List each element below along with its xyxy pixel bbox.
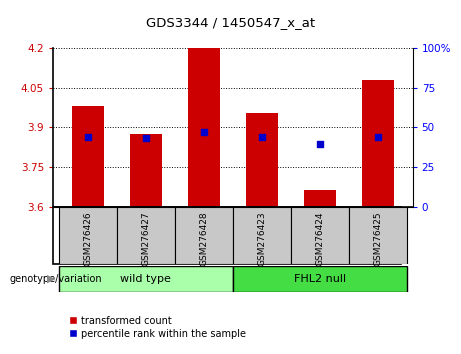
Point xyxy=(84,134,91,139)
Text: genotype/variation: genotype/variation xyxy=(9,274,102,284)
Bar xyxy=(175,207,233,264)
Text: GSM276424: GSM276424 xyxy=(315,212,324,266)
Bar xyxy=(362,80,394,207)
Bar xyxy=(349,207,407,264)
Bar xyxy=(233,266,407,292)
Text: FHL2 null: FHL2 null xyxy=(294,274,346,284)
Text: GSM276427: GSM276427 xyxy=(142,212,150,266)
Text: wild type: wild type xyxy=(120,274,171,284)
Point xyxy=(142,135,149,141)
Text: GSM276428: GSM276428 xyxy=(199,212,208,266)
Point xyxy=(316,142,324,147)
Point xyxy=(200,130,207,135)
Text: GSM276425: GSM276425 xyxy=(373,212,382,266)
Bar xyxy=(233,207,291,264)
Bar xyxy=(246,113,278,207)
Point xyxy=(374,134,382,139)
Legend: transformed count, percentile rank within the sample: transformed count, percentile rank withi… xyxy=(70,316,246,338)
Bar xyxy=(130,134,162,207)
Point xyxy=(258,134,266,139)
Bar xyxy=(188,48,220,207)
Text: GDS3344 / 1450547_x_at: GDS3344 / 1450547_x_at xyxy=(146,16,315,29)
Bar xyxy=(59,266,233,292)
Bar xyxy=(304,190,336,207)
Bar xyxy=(72,106,104,207)
Text: GSM276423: GSM276423 xyxy=(257,212,266,266)
Bar xyxy=(59,207,117,264)
Text: GSM276426: GSM276426 xyxy=(83,212,92,266)
Text: ▶: ▶ xyxy=(47,274,56,284)
Bar xyxy=(117,207,175,264)
Bar xyxy=(291,207,349,264)
